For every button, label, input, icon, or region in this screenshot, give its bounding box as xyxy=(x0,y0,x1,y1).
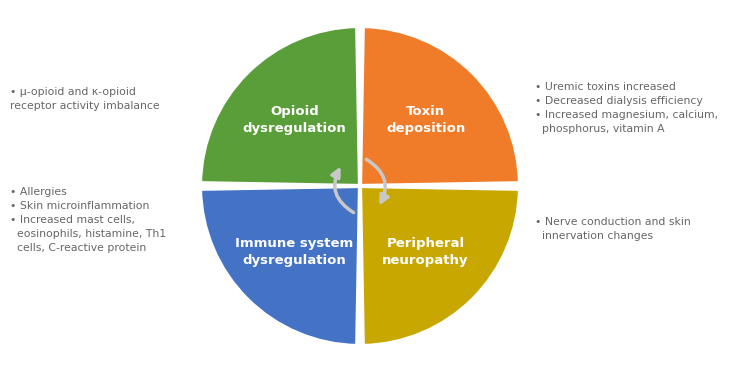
Wedge shape xyxy=(360,26,520,186)
Wedge shape xyxy=(360,186,520,346)
Text: Toxin
deposition: Toxin deposition xyxy=(386,105,465,135)
Text: Immune system
dysregulation: Immune system dysregulation xyxy=(235,237,353,267)
Text: • Allergies
• Skin microinflammation
• Increased mast cells,
  eosinophils, hist: • Allergies • Skin microinflammation • I… xyxy=(10,187,166,253)
Text: Opioid
dysregulation: Opioid dysregulation xyxy=(243,105,346,135)
Text: • μ-opioid and κ-opioid
receptor activity imbalance: • μ-opioid and κ-opioid receptor activit… xyxy=(10,87,160,111)
Wedge shape xyxy=(200,26,360,186)
Text: Peripheral
neuropathy: Peripheral neuropathy xyxy=(383,237,469,267)
Text: • Nerve conduction and skin
  innervation changes: • Nerve conduction and skin innervation … xyxy=(535,217,690,241)
Text: • Uremic toxins increased
• Decreased dialysis efficiency
• Increased magnesium,: • Uremic toxins increased • Decreased di… xyxy=(535,82,718,134)
Wedge shape xyxy=(200,186,360,346)
